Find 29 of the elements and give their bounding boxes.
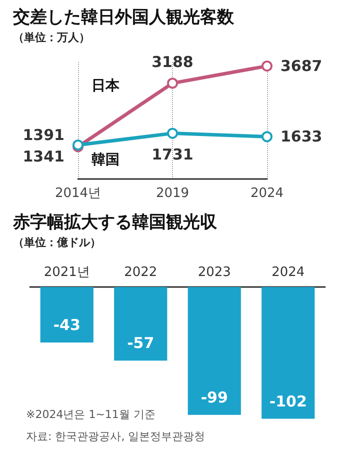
x-tick-label: 2022 [124, 265, 158, 280]
point [167, 78, 178, 89]
data-label: 1731 [152, 145, 194, 164]
data-label: -43 [53, 316, 80, 334]
x-tick-label: 2014년 [54, 186, 102, 201]
x-tick-label: 2021년 [44, 265, 90, 280]
data-label: 3687 [280, 57, 322, 76]
text: 자료: 한국관광공사, 일본정부관광청 [26, 430, 206, 443]
series-label: 韓国 [91, 152, 120, 168]
x-tick-label: 2024 [250, 186, 284, 201]
chart-subtitle: （単位：億ドル） [13, 236, 101, 249]
point [262, 60, 272, 72]
data-label: 1633 [280, 128, 322, 146]
data-label: -99 [200, 388, 228, 406]
data-label: -57 [127, 334, 154, 352]
data-label: 3188 [152, 53, 194, 72]
chart-title: 赤字幅拡大する韓国観光収 [12, 212, 218, 232]
data-label: 1341 [22, 148, 64, 166]
series-label: 日本 [91, 78, 120, 94]
x-tick-label: 2019 [156, 186, 190, 201]
point [262, 131, 272, 142]
data-label: -102 [269, 392, 307, 410]
chart-subtitle: （単位：万人） [13, 31, 90, 44]
x-tick-label: 2023 [198, 265, 231, 280]
data-label: 1391 [22, 126, 64, 144]
annotation: ※2024년은 1~11월 기준 [26, 408, 156, 421]
point [167, 128, 178, 139]
chart-title: 交差した韓日外国人観光客数 [12, 8, 235, 28]
x-tick-label: 2024 [272, 265, 305, 280]
